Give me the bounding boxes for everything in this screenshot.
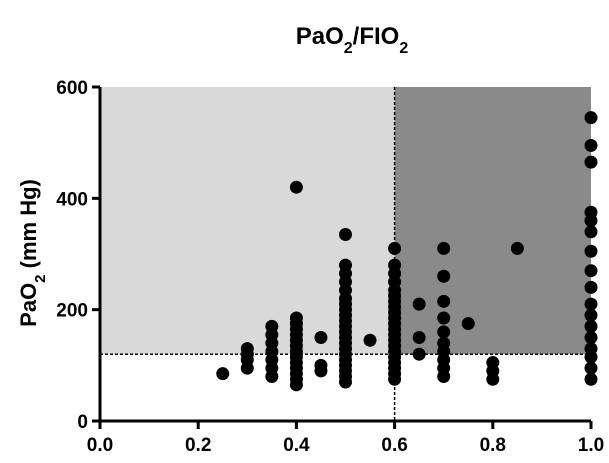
dark-region (394, 87, 591, 355)
data-point (339, 228, 352, 242)
y-tick-label: 400 (56, 189, 88, 210)
y-axis-ticks: 0 200 400 600 (56, 78, 100, 433)
data-point (265, 319, 279, 333)
data-point (339, 258, 352, 272)
data-point (584, 280, 598, 294)
data-point (289, 311, 303, 325)
data-points (216, 111, 598, 392)
data-point (486, 356, 500, 370)
data-point (584, 111, 598, 125)
data-point (584, 297, 598, 311)
data-point (584, 342, 598, 356)
data-point (584, 308, 598, 322)
data-point (314, 358, 328, 372)
data-point (584, 372, 598, 386)
x-tick-label: 0.4 (283, 435, 310, 456)
data-point (412, 347, 426, 361)
data-point (584, 319, 598, 333)
data-point (584, 225, 598, 239)
data-point (584, 331, 598, 344)
y-axis-label: PaO2 (mm Hg) (16, 179, 49, 327)
data-point (510, 241, 524, 255)
data-point (584, 205, 598, 219)
data-point (216, 367, 230, 381)
x-axis-ticks: 0.0 0.2 0.4 0.6 0.8 1.0 (87, 421, 604, 456)
x-tick-label: 0.2 (185, 435, 211, 456)
x-tick-label: 0.6 (381, 435, 407, 456)
data-point (388, 258, 402, 272)
data-point (437, 325, 451, 339)
data-point (412, 331, 426, 344)
data-point (437, 269, 451, 283)
data-point (314, 331, 328, 344)
data-point (437, 311, 451, 325)
data-point (388, 241, 402, 255)
data-point (289, 180, 303, 194)
data-point (412, 297, 426, 311)
data-point (437, 294, 451, 308)
data-point (584, 244, 598, 258)
data-point (363, 333, 377, 347)
data-point (584, 264, 598, 278)
data-point (437, 241, 451, 255)
x-tick-label: 0.0 (87, 435, 113, 456)
y-tick-label: 0 (77, 412, 88, 433)
y-tick-label: 200 (56, 301, 88, 322)
data-point (584, 155, 598, 169)
x-tick-label: 1.0 (578, 435, 604, 456)
y-tick-label: 600 (56, 78, 88, 99)
data-point (461, 317, 475, 331)
x-tick-label: 0.8 (480, 435, 506, 456)
axes (98, 87, 591, 423)
data-point (584, 138, 598, 152)
data-point (240, 342, 254, 356)
shaded-regions (100, 87, 591, 355)
data-point (437, 336, 451, 350)
chart-title: PaO2/FIO2 (296, 23, 409, 57)
data-point (584, 361, 598, 375)
